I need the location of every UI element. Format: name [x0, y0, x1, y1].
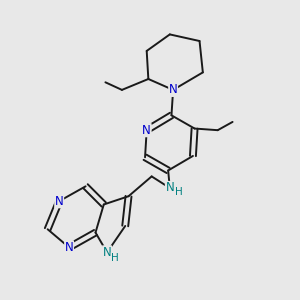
Text: N: N — [55, 195, 64, 208]
Text: N: N — [142, 124, 151, 137]
Text: N: N — [165, 182, 174, 194]
Text: N: N — [103, 246, 111, 259]
Text: H: H — [175, 188, 183, 197]
Text: N: N — [169, 83, 178, 96]
Text: N: N — [65, 241, 74, 254]
Text: H: H — [111, 253, 119, 263]
